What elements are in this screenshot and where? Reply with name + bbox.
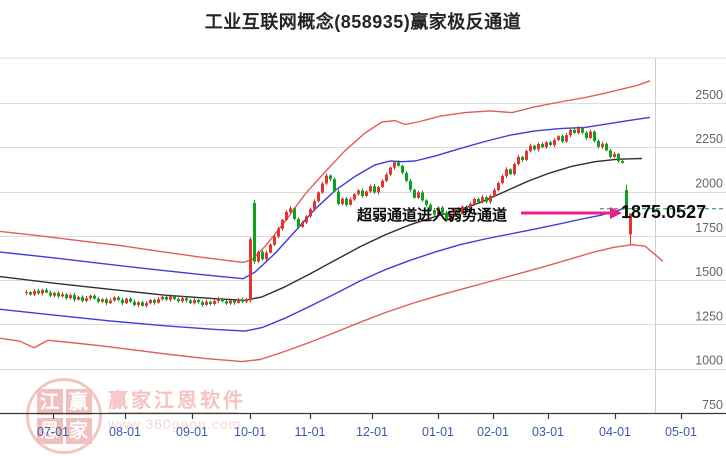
seal-char: 恩: [36, 417, 63, 444]
channel-line-outer-upper-red: [0, 80, 651, 264]
x-tick-label: 04-01: [599, 425, 631, 439]
channel-line-middle-black: [0, 157, 643, 301]
chart-title: 工业互联网概念(858935)赢家极反通道: [204, 12, 522, 32]
x-tick-label: 05-01: [665, 425, 697, 439]
seal-char: 家: [65, 417, 92, 444]
svg-text:1250: 1250: [695, 309, 723, 323]
svg-text:2000: 2000: [695, 177, 723, 191]
seal-char: 赢: [65, 388, 92, 415]
svg-text:2250: 2250: [695, 132, 723, 146]
watermark-brand-text: 赢家江恩软件: [108, 390, 246, 412]
channel-line-upper-blue: [0, 116, 651, 280]
svg-text:1750: 1750: [695, 221, 723, 235]
channel-line-outer-lower-red: [0, 243, 664, 363]
x-axis: 07-01 08-01 09-01 10-01 11-01 12-01 01-01 02-01…: [0, 412, 726, 439]
x-tick-label: 07-01: [37, 425, 69, 439]
x-tick-label: 10-01: [234, 425, 266, 439]
x-tick-label: 01-01: [422, 425, 454, 439]
svg-text:1000: 1000: [695, 354, 723, 368]
y-axis-labels: 2500 2250 2000 1750 1500 1250 1000 750: [695, 88, 723, 412]
candles: [25, 125, 632, 308]
x-tick-label: 09-01: [176, 425, 208, 439]
x-tick-label: 03-01: [532, 425, 564, 439]
channel-lines: [0, 80, 664, 363]
x-tick-label: 11-01: [294, 425, 325, 439]
svg-text:1500: 1500: [695, 265, 723, 279]
gridlines: [0, 57, 726, 413]
x-tick-label: 02-01: [477, 425, 509, 439]
svg-text:2500: 2500: [695, 88, 723, 102]
trend-arrow: [521, 207, 622, 219]
svg-text:750: 750: [702, 398, 723, 412]
seal-char: 江: [36, 388, 63, 415]
x-tick-label: 12-01: [356, 425, 388, 439]
channel-line-lower-blue: [0, 207, 627, 332]
x-tick-label: 08-01: [109, 425, 141, 439]
gann-seal-logo-icon: 江 赢 恩 家: [26, 378, 102, 454]
watermark-url-text: www.360gann.com: [108, 416, 242, 432]
watermark: 江 赢 恩 家 赢家江恩软件 www.360gann.com: [20, 376, 280, 456]
